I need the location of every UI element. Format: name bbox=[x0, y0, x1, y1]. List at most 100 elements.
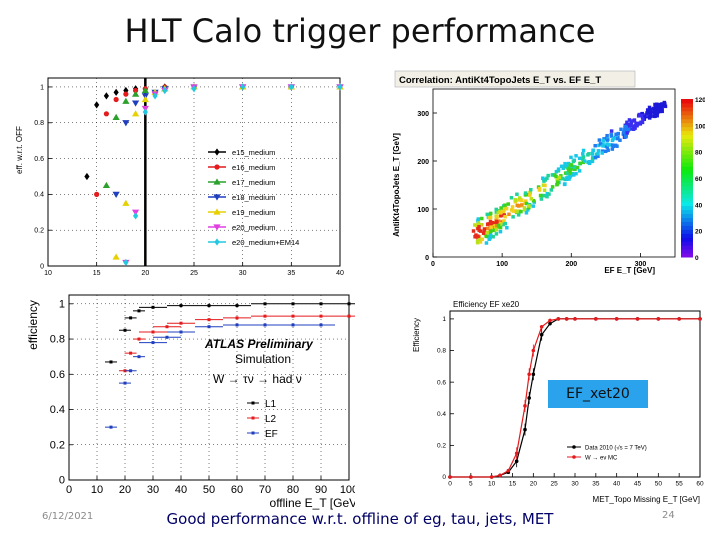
c2-heat-cell bbox=[571, 159, 576, 164]
c3-point-L2 bbox=[263, 314, 267, 318]
c3-point-L2 bbox=[347, 314, 351, 318]
c2-heat-cell bbox=[654, 105, 659, 109]
c4-xtick-label: 60 bbox=[696, 481, 704, 488]
c2-heat-cell bbox=[582, 159, 587, 163]
c2-heat-cell bbox=[590, 159, 595, 164]
egamma-efficiency-svg: eff. w.r.t. OFF 10 15 20 25 30 35 40 0 0.2 0.4 0.6… bbox=[15, 77, 344, 277]
c3-xtick-label: 30 bbox=[147, 484, 159, 496]
c2-heat-cell bbox=[657, 102, 661, 107]
c2-heat-cell bbox=[476, 221, 481, 225]
c2-heat-cell bbox=[556, 167, 561, 171]
c2-heat-cell bbox=[567, 171, 572, 175]
c4-ytick-label: 0 bbox=[442, 474, 446, 481]
c2-heat-cell bbox=[553, 173, 557, 177]
c2-heat-cell bbox=[473, 223, 477, 227]
c2-heat-cell bbox=[648, 113, 653, 118]
c2-heat-cell bbox=[506, 202, 511, 206]
c2-heat-cell bbox=[481, 231, 486, 235]
c3-annotation-atlas: ATLAS Preliminary bbox=[204, 337, 314, 351]
c4-xtick-label: 15 bbox=[509, 481, 517, 488]
c3-ytick-label: 0.4 bbox=[50, 404, 65, 416]
c4-point-mc bbox=[564, 317, 569, 321]
c1-legend-label: e18_medium bbox=[232, 193, 275, 202]
c2-heat-cell bbox=[572, 165, 577, 170]
c2-heat-cell bbox=[598, 142, 603, 146]
c1-legend-marker bbox=[214, 238, 220, 246]
egamma-efficiency-chart: eff. w.r.t. OFF 10 15 20 25 30 35 40 0 0.2 0.4 0.6… bbox=[10, 70, 345, 277]
c4-point-mc bbox=[531, 348, 536, 353]
c2-heat-cell bbox=[527, 206, 531, 210]
met-efficiency-svg: Efficiency EF xe20 Efficiency MET_Topo M… bbox=[412, 300, 704, 504]
c2-heat-cell bbox=[480, 216, 484, 221]
c2-heat-cell bbox=[517, 196, 522, 200]
c2-heat-cell bbox=[485, 212, 490, 217]
c1-point-e19_medium bbox=[122, 199, 130, 206]
c4-ytick-label: 0.4 bbox=[437, 411, 446, 418]
c2-ytick-label: 100 bbox=[417, 207, 429, 214]
c2-colorbar-segment bbox=[681, 237, 693, 242]
c2-heat-cell bbox=[542, 188, 547, 192]
c1-point-e20_medium+EM14 bbox=[337, 83, 343, 91]
slide-date: 6/12/2021 bbox=[42, 511, 94, 522]
c2-heat-cell bbox=[485, 222, 490, 226]
c2-heat-cell bbox=[653, 114, 657, 119]
c4-point-mc bbox=[698, 317, 702, 321]
c4-xtick-label: 5 bbox=[469, 481, 473, 488]
c2-heat-cell bbox=[637, 112, 641, 117]
c2-colorbar-segment bbox=[681, 233, 693, 238]
ef-xet20-label: EF_xet20 bbox=[548, 380, 648, 408]
c4-point-mc bbox=[539, 325, 544, 329]
c4-ytick-label: 0.2 bbox=[437, 443, 446, 450]
c2-heat-cell bbox=[635, 123, 639, 128]
c3-annotation-sim: Simulation bbox=[235, 352, 291, 366]
c2-heat-cell bbox=[542, 193, 546, 198]
c2-colorbar-label: 60 bbox=[695, 176, 703, 183]
c4-point-mc bbox=[556, 317, 561, 321]
c2-heat-cell bbox=[630, 127, 634, 131]
c3-ytick-label: 0.6 bbox=[50, 369, 65, 381]
c1-legend-marker bbox=[213, 178, 221, 185]
c3-point-L1 bbox=[129, 316, 133, 320]
c2-heat-cell bbox=[569, 163, 574, 167]
c3-ylabel: efficiency bbox=[26, 300, 40, 350]
c1-xtick-label: 10 bbox=[44, 270, 52, 275]
c2-heat-cell bbox=[601, 139, 605, 143]
c2-heat-cell bbox=[609, 133, 613, 137]
c2-heat-cell bbox=[642, 114, 647, 119]
c1-point-e16_medium bbox=[103, 111, 109, 117]
c4-ytick-label: 0.6 bbox=[437, 379, 446, 386]
c2-colorbar-segment bbox=[681, 166, 693, 171]
c1-point-e18_medium bbox=[132, 100, 140, 107]
c4-point-mc bbox=[514, 451, 519, 456]
c2-heat-cell bbox=[641, 117, 645, 121]
c1-legend-marker bbox=[213, 208, 221, 215]
c3-legend-marker bbox=[251, 431, 255, 435]
c2-heat-cell bbox=[479, 229, 483, 233]
c3-point-L1 bbox=[179, 304, 183, 308]
c2-heat-cell bbox=[545, 194, 549, 199]
c1-point-e19_medium bbox=[141, 95, 149, 103]
c2-heat-cell bbox=[611, 144, 616, 149]
c2-heat-cell bbox=[568, 169, 572, 173]
c2-heat-cell bbox=[649, 111, 653, 115]
c2-heat-cell bbox=[580, 156, 585, 160]
c2-ytick-label: 200 bbox=[417, 159, 429, 166]
c2-heat-cell bbox=[497, 219, 501, 223]
c4-point-mc bbox=[448, 475, 452, 479]
c2-heat-cell bbox=[520, 203, 524, 207]
c2-colorbar-segment bbox=[681, 241, 693, 246]
c1-ytick-label: 0.2 bbox=[34, 228, 44, 235]
c2-heat-cell bbox=[564, 177, 569, 181]
c2-colorbar-segment bbox=[681, 158, 693, 163]
c2-colorbar-segment bbox=[681, 138, 693, 143]
c2-heat-cell bbox=[653, 107, 658, 111]
c3-xtick-label: 10 bbox=[91, 484, 103, 496]
c2-xtick-label: 200 bbox=[565, 261, 577, 268]
c2-heat-cell bbox=[590, 151, 595, 156]
c3-point-EF bbox=[109, 425, 113, 429]
c2-heat-cell bbox=[601, 144, 605, 148]
c2-heat-cell bbox=[489, 229, 493, 233]
c4-xtick-label: 55 bbox=[676, 481, 684, 488]
c3-point-EF bbox=[179, 330, 183, 334]
c2-heat-cell bbox=[619, 127, 623, 132]
